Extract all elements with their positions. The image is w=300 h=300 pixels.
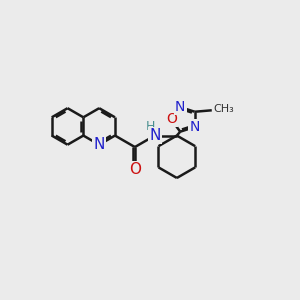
Text: N: N: [94, 137, 105, 152]
Text: O: O: [166, 112, 177, 126]
Text: CH₃: CH₃: [213, 104, 234, 114]
Text: N: N: [190, 120, 200, 134]
Text: H: H: [146, 120, 155, 133]
Text: N: N: [175, 100, 185, 114]
Text: O: O: [129, 162, 141, 177]
Text: N: N: [149, 128, 160, 143]
